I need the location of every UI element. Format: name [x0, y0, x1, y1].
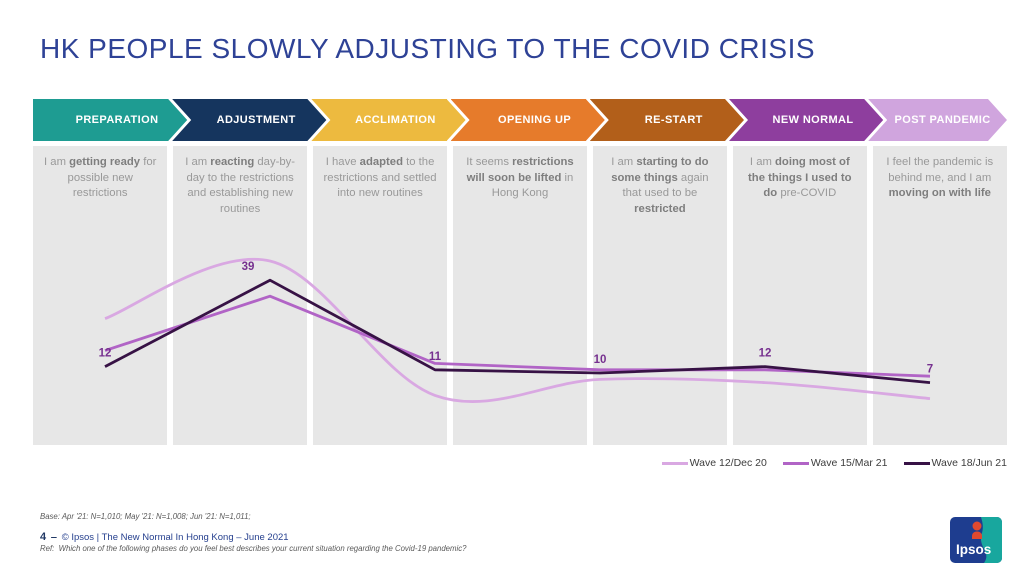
ipsos-logo-text: Ipsos: [956, 542, 991, 557]
chevron-label: POST PANDEMIC: [894, 114, 991, 126]
legend-item-wave18: Wave 18/Jun 21: [903, 457, 1008, 469]
chevron-label: NEW NORMAL: [772, 114, 854, 126]
footnote-base: Base: Apr '21: N=1,010; May '21: N=1,008…: [40, 512, 251, 521]
legend-item-wave12: Wave 12/Dec 20: [661, 457, 767, 469]
phase-description: I am doing most of the things I used to …: [732, 146, 868, 445]
ipsos-logo: Ipsos: [950, 517, 1002, 563]
footnote-ref: Ref: Which one of the following phases d…: [40, 543, 467, 553]
legend-swatch-wave12: [661, 461, 688, 465]
chevron-label: RE-START: [644, 114, 703, 126]
chevron-post-pandemic: POST PANDEMIC: [868, 99, 1007, 141]
phase-description: It seems restrictions will soon be lifte…: [452, 146, 588, 445]
legend-label: Wave 15/Mar 21: [810, 457, 888, 469]
slide-footer: 4 ‒ © Ipsos | The New Normal In Hong Kong…: [40, 531, 289, 543]
footer-credit: © Ipsos | The New Normal In Hong Kong – …: [61, 532, 289, 543]
footnotes: Base: Apr '21: N=1,010; May '21: N=1,008…: [40, 491, 466, 575]
chevron-new-normal: NEW NORMAL: [729, 99, 887, 141]
chevron-label: ACCLIMATION: [355, 114, 436, 126]
phase-description: I am starting to do some things again th…: [592, 146, 728, 445]
chevron-label: PREPARATION: [75, 114, 159, 126]
page-number: 4: [40, 531, 47, 543]
phase-description: I feel the pandemic is behind me, and I …: [872, 146, 1007, 445]
page-title: HK PEOPLE SLOWLY ADJUSTING TO THE COVID …: [40, 33, 816, 64]
chart-legend: Wave 12/Dec 20 Wave 15/Mar 21 Wave 18/Ju…: [661, 457, 1008, 469]
legend-label: Wave 18/Jun 21: [931, 457, 1008, 469]
phase-description-columns: I am getting ready for possible new rest…: [33, 146, 1007, 445]
chevron-adjustment: ADJUSTMENT: [172, 99, 330, 141]
legend-label: Wave 12/Dec 20: [689, 457, 767, 469]
footer-separator: ‒: [51, 532, 57, 543]
chevron-re-start: RE-START: [590, 99, 748, 141]
legend-swatch-wave18: [903, 461, 930, 465]
phase-chevron-bar: PREPARATION ADJUSTMENT ACCLIMATION OPENI…: [33, 99, 1007, 141]
chevron-opening-up: OPENING UP: [451, 99, 609, 141]
legend-item-wave15: Wave 15/Mar 21: [782, 457, 888, 469]
legend-swatch-wave15: [782, 461, 809, 465]
chevron-label: ADJUSTMENT: [216, 114, 296, 126]
phase-description: I have adapted to the restrictions and s…: [312, 146, 448, 445]
chevron-label: OPENING UP: [498, 114, 572, 126]
phase-description: I am getting ready for possible new rest…: [33, 146, 168, 445]
chevron-acclimation: ACCLIMATION: [311, 99, 469, 141]
phase-description: I am reacting day-by-day to the restrict…: [172, 146, 308, 445]
chevron-preparation: PREPARATION: [33, 99, 191, 141]
